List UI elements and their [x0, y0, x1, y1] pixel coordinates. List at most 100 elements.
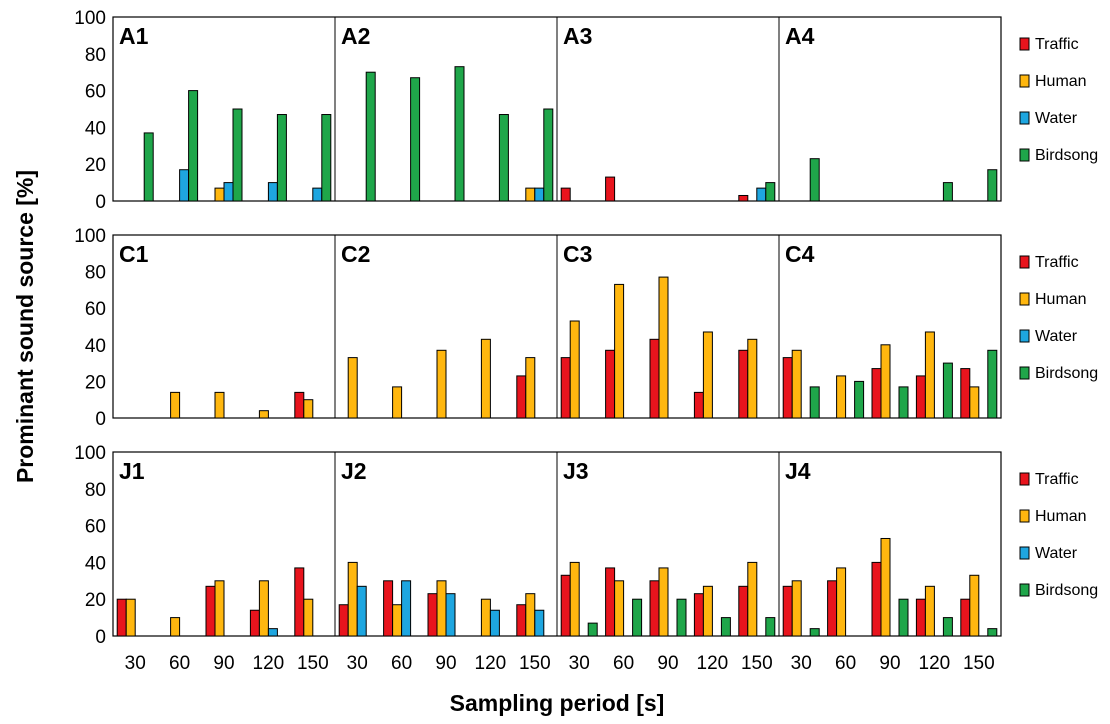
- x-tick-label: 60: [613, 653, 634, 674]
- bar-A1-water-90: [223, 182, 234, 202]
- panel-label-J3: J3: [563, 458, 589, 484]
- y-tick-label: 40: [85, 118, 106, 139]
- legend-swatch-human: [1019, 292, 1030, 306]
- legend-swatch-human: [1019, 74, 1030, 88]
- bar-J3-birdsong-30: [587, 622, 598, 637]
- bar-J3-traffic-90: [649, 580, 660, 637]
- bar-A2-birdsong-150: [543, 108, 554, 202]
- x-tick-label: 150: [963, 653, 995, 674]
- y-tick-label: 0: [95, 192, 106, 213]
- bar-J4-birdsong-150: [987, 628, 998, 637]
- legend-label-human: Human: [1035, 291, 1087, 308]
- bar-C4-birdsong-120: [942, 362, 953, 419]
- x-tick-label: 90: [213, 653, 234, 674]
- legend-label-birdsong: Birdsong: [1035, 365, 1098, 382]
- x-tick-label: 150: [519, 653, 551, 674]
- bar-A4-birdsong-120: [942, 182, 953, 202]
- bar-C3-traffic-150: [738, 349, 749, 419]
- bar-C4-birdsong-150: [987, 349, 998, 419]
- bar-A1-human-90: [214, 187, 225, 202]
- bar-A3-traffic-150: [738, 194, 749, 202]
- bar-J1-human-60: [170, 617, 181, 637]
- panel-label-A1: A1: [119, 23, 149, 49]
- bar-J3-human-60: [614, 580, 625, 637]
- bar-J4-human-30: [791, 580, 802, 637]
- bar-C4-human-60: [836, 375, 847, 419]
- legend-swatch-traffic: [1019, 472, 1030, 486]
- bar-C3-traffic-30: [560, 357, 571, 419]
- panel-label-C2: C2: [341, 241, 370, 267]
- y-tick-label: 20: [85, 590, 106, 611]
- bar-J4-human-60: [836, 567, 847, 637]
- bar-C2-human-90: [436, 349, 447, 419]
- bar-J1-human-90: [214, 580, 225, 637]
- x-tick-label: 90: [435, 653, 456, 674]
- legend-swatch-water: [1019, 111, 1030, 125]
- bar-C4-human-150: [969, 386, 980, 419]
- bar-J3-birdsong-60: [632, 598, 643, 637]
- panel-label-A3: A3: [563, 23, 592, 49]
- bar-A1-water-150: [312, 187, 323, 202]
- y-tick-label: 80: [85, 263, 106, 284]
- bar-J2-water-30: [356, 585, 367, 637]
- bar-C4-birdsong-60: [854, 380, 865, 419]
- legend-swatch-birdsong: [1019, 583, 1030, 597]
- bar-A2-water-150: [534, 187, 545, 202]
- panel-label-J1: J1: [119, 458, 145, 484]
- y-axis-title: Prominant sound source [%]: [12, 170, 38, 483]
- bar-J4-traffic-90: [871, 561, 882, 637]
- bar-C4-human-30: [791, 349, 802, 419]
- x-tick-label: 30: [347, 653, 368, 674]
- bar-A3-traffic-60: [605, 176, 616, 202]
- bar-J4-birdsong-90: [898, 598, 909, 637]
- bar-J2-traffic-30: [338, 604, 349, 637]
- y-tick-label: 40: [85, 553, 106, 574]
- bar-J3-traffic-60: [605, 567, 616, 637]
- bar-C3-human-30: [569, 320, 580, 419]
- bar-C1-human-150: [303, 399, 314, 419]
- bar-C2-human-30: [347, 357, 358, 419]
- panel-label-A2: A2: [341, 23, 370, 49]
- bar-C1-human-120: [258, 410, 269, 419]
- bar-C3-traffic-60: [605, 349, 616, 419]
- bar-J3-traffic-120: [693, 593, 704, 637]
- bar-C2-human-150: [525, 357, 536, 419]
- bar-J4-birdsong-120: [942, 617, 953, 637]
- bar-A1-birdsong-120: [276, 114, 287, 202]
- bar-J2-water-90: [445, 593, 456, 637]
- bar-A3-water-150: [756, 187, 767, 202]
- bar-C2-human-60: [392, 386, 403, 419]
- bar-A1-birdsong-30: [143, 132, 154, 202]
- bar-C4-human-120: [924, 331, 935, 419]
- y-tick-label: 0: [95, 409, 106, 430]
- bar-C1-traffic-150: [294, 391, 305, 419]
- bar-A2-birdsong-60: [410, 77, 421, 202]
- bar-J2-human-30: [347, 561, 358, 637]
- legend-swatch-human: [1019, 509, 1030, 523]
- bar-J1-traffic-30: [116, 598, 127, 637]
- bar-J1-traffic-120: [249, 609, 260, 637]
- x-tick-label: 120: [475, 653, 507, 674]
- bar-C4-traffic-120: [915, 375, 926, 419]
- y-tick-label: 20: [85, 372, 106, 393]
- x-tick-label: 60: [169, 653, 190, 674]
- bar-C4-birdsong-90: [898, 386, 909, 419]
- x-tick-label: 120: [697, 653, 729, 674]
- bar-C1-human-60: [170, 391, 181, 419]
- bar-C3-human-150: [747, 338, 758, 419]
- bar-A1-birdsong-60: [188, 90, 199, 202]
- y-tick-label: 0: [95, 627, 106, 648]
- legend-swatch-traffic: [1019, 37, 1030, 51]
- bar-J1-human-120: [258, 580, 269, 637]
- bar-A4-birdsong-30: [809, 158, 820, 202]
- bar-J3-birdsong-120: [720, 617, 731, 637]
- y-tick-label: 40: [85, 336, 106, 357]
- bar-A1-water-60: [179, 169, 190, 202]
- bar-J1-traffic-90: [205, 585, 216, 637]
- bar-C3-human-60: [614, 283, 625, 419]
- bar-J2-water-60: [401, 580, 412, 637]
- legend-label-human: Human: [1035, 73, 1087, 90]
- x-tick-label: 120: [919, 653, 951, 674]
